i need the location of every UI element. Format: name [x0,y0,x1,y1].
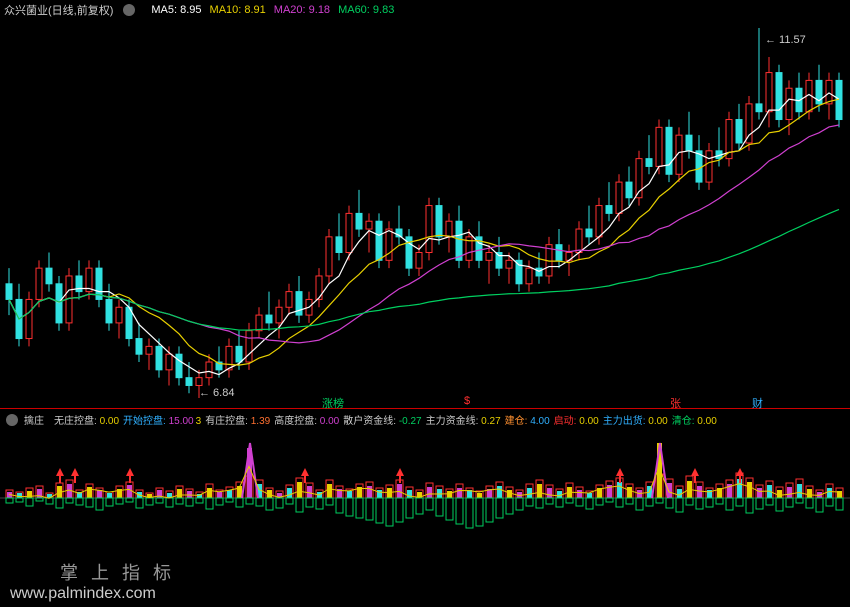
ma-label: MA5: 8.95 [151,4,201,16]
ma-label: MA10: 8.91 [210,4,266,16]
candlestick-chart[interactable]: ← 11.57 ← 6.84 [0,18,850,408]
chart-tag: 财 [752,395,763,411]
chart-tag: 涨榜 [322,395,344,411]
ma-label: MA20: 9.18 [274,4,330,16]
indicator-value: 开始控盘: 15.00 [123,416,194,427]
indicator-value: 启动: 0.00 [554,416,599,427]
indicator-value: 散户资金线: -0.27 [343,416,421,427]
svg-text:← 11.57: ← 11.57 [765,34,806,46]
indicator-title: 擒庄 [24,412,44,427]
chart-tag: 张 [670,395,681,411]
indicator-chart[interactable] [0,428,850,568]
watermark-url: www.palmindex.com [10,585,156,603]
indicator-value: 建仓: 4.00 [505,416,550,427]
indicator-value: 无庄控盘: 0.00 [54,416,119,427]
indicator-value: 高度控盘: 0.00 [274,416,339,427]
ma-label: MA60: 9.83 [338,4,394,16]
indicator-value: 主力资金线: 0.27 [426,416,501,427]
stock-title: 众兴菌业(日线,前复权) [4,2,113,18]
collapse-icon[interactable] [6,414,18,426]
divider [0,408,850,409]
chart-tag: $ [464,395,470,407]
collapse-icon[interactable] [123,4,135,16]
main-header: 众兴菌业(日线,前复权) MA5: 8.95 MA10: 8.91 MA20: 9.… [4,2,394,18]
indicator-value: 清仓: 0.00 [672,416,717,427]
indicator-value: 主力出货: 0.00 [603,416,668,427]
sub-header: 擒庄 无庄控盘: 0.00开始控盘: 15.003有庄控盘: 1.39高度控盘:… [4,412,717,427]
indicator-value: 有庄控盘: 1.39 [205,416,270,427]
svg-text:← 6.84: ← 6.84 [199,387,234,399]
watermark-text: 掌 上 指 标 [60,559,175,585]
